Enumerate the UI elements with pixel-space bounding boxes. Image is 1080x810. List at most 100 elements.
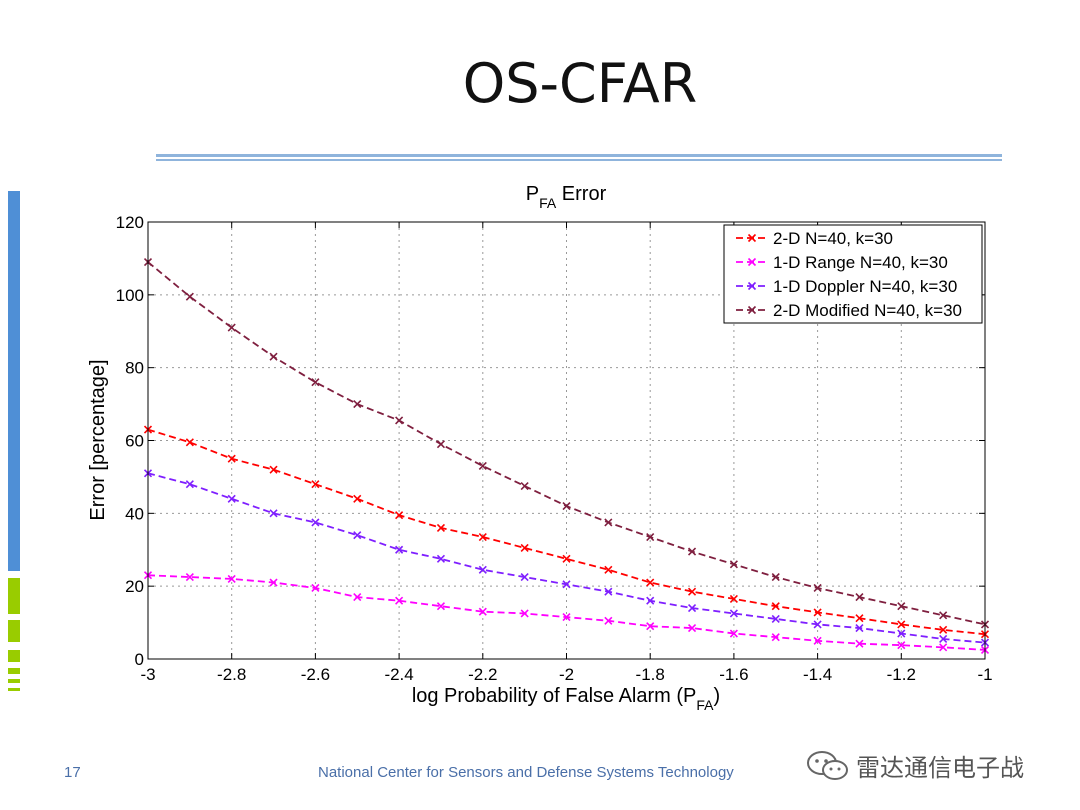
data-point	[604, 616, 613, 625]
data-point	[353, 593, 362, 602]
title-divider-top	[156, 154, 1002, 157]
x-tick-label: -3	[140, 665, 155, 684]
x-tick-label: -2.8	[217, 665, 246, 684]
data-point	[269, 352, 278, 361]
x-tick-label: -1.8	[636, 665, 665, 684]
data-point	[311, 480, 320, 489]
data-point	[227, 454, 236, 463]
data-point	[436, 602, 446, 611]
series-line	[147, 428, 986, 636]
data-point	[687, 623, 697, 633]
legend-item: 1-D Range N=40, k=30	[736, 253, 948, 272]
x-tick-label: -2	[559, 665, 574, 684]
data-point	[646, 596, 655, 605]
data-point	[687, 603, 697, 613]
data-point	[813, 608, 822, 617]
data-point	[395, 511, 404, 520]
series-layer	[143, 257, 990, 654]
data-point	[353, 400, 362, 409]
data-point	[771, 614, 780, 624]
legend-label: 1-D Range N=40, k=30	[773, 253, 948, 272]
data-point	[939, 625, 948, 634]
x-tick-label: -2.6	[301, 665, 330, 684]
data-point	[227, 323, 236, 332]
data-point	[478, 461, 487, 471]
side-accent-segment	[8, 668, 20, 674]
x-tick-label: -2.2	[468, 665, 497, 684]
y-axis-label: Error [percentage]	[87, 359, 109, 520]
x-tick-label: -2.4	[384, 665, 413, 684]
data-point	[687, 547, 697, 556]
data-point	[855, 593, 864, 602]
chart-title: PFA Error	[526, 183, 607, 211]
legend-marker	[747, 257, 757, 267]
data-point	[520, 609, 529, 618]
side-accent-segment	[8, 620, 20, 642]
data-point	[604, 518, 613, 527]
y-tick-label: 20	[125, 577, 144, 596]
data-point	[478, 565, 487, 574]
data-point	[646, 622, 655, 631]
data-point	[353, 494, 362, 503]
data-point	[604, 587, 613, 596]
data-point	[939, 634, 948, 644]
data-point	[478, 607, 487, 616]
legend: 2-D N=40, k=30 1-D Range N=40, k=30 1-D Do…	[723, 224, 983, 324]
data-point	[813, 620, 822, 629]
data-point	[311, 518, 320, 527]
data-point	[520, 572, 529, 582]
y-tick-label: 60	[125, 432, 144, 451]
data-point	[604, 565, 613, 574]
legend-label: 1-D Doppler N=40, k=30	[773, 277, 957, 296]
data-point	[729, 629, 738, 638]
y-tick-label: 0	[135, 650, 144, 669]
page-number: 17	[64, 764, 81, 781]
data-point	[353, 531, 362, 540]
data-point	[771, 602, 780, 611]
data-point	[897, 641, 906, 650]
legend-item: 1-D Doppler N=40, k=30	[736, 277, 957, 296]
x-tick-label: -1	[977, 665, 992, 684]
x-tick-label: -1.4	[803, 665, 832, 684]
data-point	[311, 378, 320, 387]
side-accent-segment	[8, 578, 20, 614]
data-point	[855, 639, 864, 648]
data-point	[227, 494, 236, 503]
watermark-text: 雷达通信电子战	[856, 754, 1024, 782]
legend-label: 2-D Modified N=40, k=30	[773, 301, 962, 320]
data-point	[436, 440, 446, 449]
x-tick-label: -1.6	[719, 665, 748, 684]
legend-item: 2-D N=40, k=30	[736, 229, 893, 248]
data-point	[562, 613, 571, 622]
data-point	[185, 480, 194, 489]
series-3	[143, 469, 990, 647]
legend-marker	[747, 233, 757, 243]
data-point	[185, 438, 194, 447]
data-point	[813, 583, 822, 593]
data-point	[939, 611, 948, 620]
data-point	[646, 578, 655, 587]
data-point	[897, 602, 906, 611]
series-2	[143, 571, 990, 654]
data-point	[520, 543, 529, 552]
data-point	[395, 596, 404, 605]
side-accent-bar	[8, 191, 20, 571]
data-point	[771, 633, 780, 642]
data-point	[436, 523, 446, 532]
data-point	[395, 545, 404, 554]
data-point	[562, 501, 571, 511]
data-point	[562, 580, 571, 589]
x-tick-label: -1.2	[887, 665, 916, 684]
y-tick-label: 120	[116, 213, 144, 232]
y-tick-label: 80	[125, 359, 144, 378]
series-1	[143, 425, 990, 639]
data-point	[185, 292, 194, 301]
legend-marker	[747, 281, 757, 291]
data-point	[729, 609, 738, 618]
data-point	[813, 636, 822, 645]
data-point	[185, 572, 194, 582]
data-point	[897, 629, 906, 638]
plot-frame	[147, 221, 986, 660]
axis-ticks: -3 -2.8 -2.6 -2.4 -2.2 -2 -1.8 -1.6 -1.4 -1.2 -1 0 2…	[116, 213, 993, 684]
wechat-icon	[807, 750, 848, 780]
